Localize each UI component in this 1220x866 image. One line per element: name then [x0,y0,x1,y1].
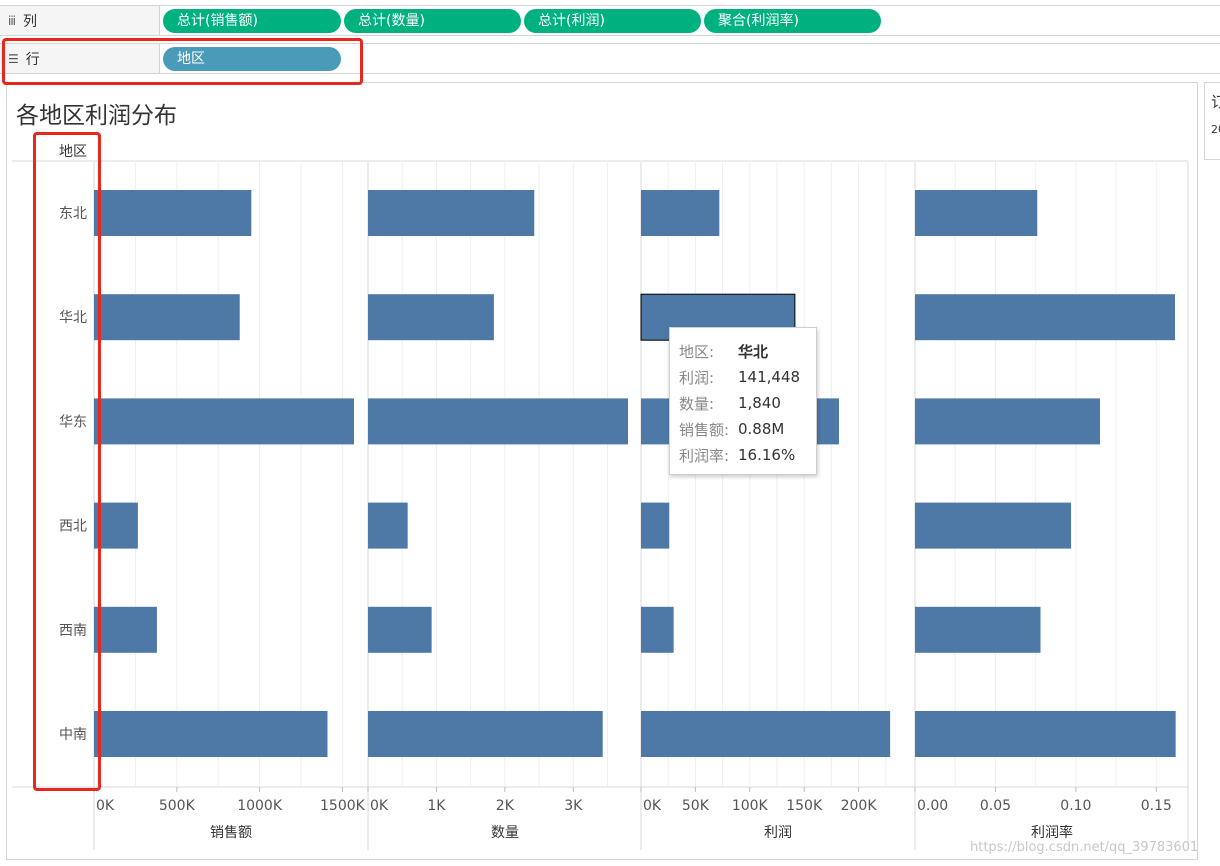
bar [641,606,674,653]
tooltip-value: 1,840 [738,394,781,412]
bar [915,190,1038,236]
tick-label: 100K [732,798,769,814]
columns-shelf-label: iii 列 [0,6,160,35]
bar [94,502,138,549]
chart-title: 各地区利润分布 [16,103,177,129]
tooltip-key: 利润: [679,368,715,387]
tooltip: 地区: 华北 利润: 141,448 数量: 1,840 销售额: 0.88M … [669,327,817,475]
pill-sum-sales[interactable]: 总计(销售额) [163,9,341,33]
category-label: 中南 [59,727,87,743]
tooltip-row-profit-rate: 利润率: 16.16% [679,442,816,468]
side-panel-title: 订 [1211,91,1220,112]
tick-label: 0.10 [1060,798,1091,814]
category-label: 东北 [59,206,87,222]
tooltip-value: 华北 [738,342,769,361]
bar [915,606,1041,653]
bar [641,711,891,757]
watermark: https://blog.csdn.net/qq_39783601 [970,840,1199,855]
category-label: 西南 [59,623,87,639]
tick-label: 2K [496,798,515,814]
tooltip-row-sales: 销售额: 0.88M [679,416,816,442]
tick-label: 0.15 [1141,798,1172,814]
tooltip-value: 141,448 [738,368,801,386]
tick-label: 0.05 [980,798,1011,814]
tick-label: 500K [159,798,196,814]
bar [915,711,1176,757]
category-label: 华北 [59,310,87,326]
axis-title: 利润 [764,825,792,841]
bar [915,502,1072,549]
bar [368,606,432,653]
columns-icon: iii [8,13,16,28]
tooltip-key: 销售额: [679,420,730,439]
tooltip-key: 数量: [679,394,715,413]
bar [641,190,720,236]
tick-label: 0.00 [917,798,948,814]
row-header-label: 地区 [59,144,87,160]
tick-label: 0K [96,798,115,814]
tooltip-row-quantity: 数量: 1,840 [679,390,816,416]
rows-icon: ☰ [8,51,19,66]
side-panel-value: 20 [1211,123,1220,136]
tooltip-value: 0.88M [738,420,785,438]
rows-shelf-label: ☰ 行 [0,44,160,73]
pill-region[interactable]: 地区 [163,47,341,71]
side-panel: 订 20 [1204,82,1220,160]
bar [641,502,670,549]
tick-label: 1500K [320,798,366,814]
bar [915,294,1175,341]
tick-label: 1K [427,798,446,814]
pill-sum-profit[interactable]: 总计(利润) [524,9,701,33]
tooltip-key: 利润率: [679,446,730,465]
bar [368,502,408,549]
tooltip-row-profit: 利润: 141,448 [679,364,816,390]
tooltip-row-region: 地区: 华北 [679,338,816,364]
rows-shelf-title: 行 [25,51,40,68]
bar [368,190,535,236]
bar [94,190,252,236]
shelves-area: iii 列 总计(销售额) 总计(数量) 总计(利润) 聚合(利润率) ☰ 行 … [0,0,1220,80]
axis-title: 销售额 [210,825,252,841]
pill-agg-profit-rate[interactable]: 聚合(利润率) [704,9,881,33]
tick-label: 3K [564,798,583,814]
bar [94,606,157,653]
rows-shelf[interactable]: ☰ 行 地区 [0,43,1220,74]
tooltip-key: 地区: [679,342,715,361]
bar [915,398,1101,445]
tick-label: 150K [786,798,823,814]
axis-title: 利润率 [1031,824,1073,841]
tick-label: 200K [841,798,878,814]
bar [368,294,494,341]
bar [368,711,603,757]
tick-label: 0K [643,798,662,814]
tooltip-value: 16.16% [738,446,796,464]
bar [368,398,628,445]
category-label: 西北 [59,519,87,535]
columns-shelf[interactable]: iii 列 总计(销售额) 总计(数量) 总计(利润) 聚合(利润率) [0,5,1220,36]
tick-label: 0K [370,798,389,814]
bar [94,398,354,445]
axis-title: 数量 [491,825,519,841]
category-label: 华东 [59,414,87,430]
columns-shelf-title: 列 [23,13,38,30]
bar [94,711,328,757]
bar [94,294,240,341]
tick-label: 50K [682,798,710,814]
pill-sum-quantity[interactable]: 总计(数量) [344,9,521,33]
tick-label: 1000K [237,798,283,814]
